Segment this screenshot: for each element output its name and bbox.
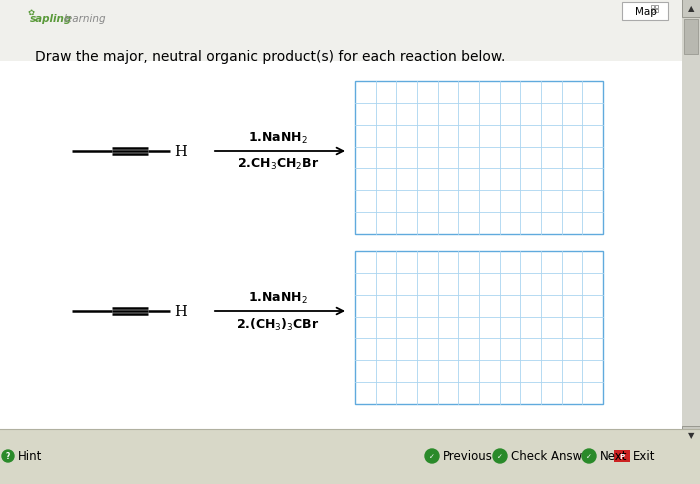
- Bar: [0, 0, 682, 62]
- Text: 2.CH$_3$CH$_2$Br: 2.CH$_3$CH$_2$Br: [237, 157, 319, 172]
- Text: ▼: ▼: [687, 431, 694, 439]
- Text: learning: learning: [64, 14, 106, 24]
- Bar: [0, 429, 700, 484]
- Text: 2.(CH$_3$)$_3$CBr: 2.(CH$_3$)$_3$CBr: [237, 317, 320, 333]
- Text: 1.NaNH$_2$: 1.NaNH$_2$: [248, 131, 308, 146]
- Bar: [622, 3, 668, 21]
- Text: P: P: [620, 453, 624, 459]
- Text: ✓: ✓: [497, 453, 503, 459]
- Bar: [655, 6, 658, 9]
- Bar: [682, 426, 700, 444]
- Text: H: H: [174, 145, 187, 159]
- Circle shape: [493, 449, 507, 463]
- Bar: [355, 252, 603, 404]
- Circle shape: [582, 449, 596, 463]
- Bar: [355, 82, 603, 235]
- Bar: [0, 62, 682, 429]
- Text: Check Answer: Check Answer: [511, 450, 594, 463]
- Text: ✓: ✓: [586, 453, 592, 459]
- Text: ▲: ▲: [687, 4, 694, 14]
- Text: Draw the major, neutral organic product(s) for each reaction below.: Draw the major, neutral organic product(…: [35, 50, 505, 64]
- Text: ✿: ✿: [27, 8, 34, 17]
- Bar: [614, 450, 630, 462]
- Bar: [651, 6, 654, 9]
- Text: Exit: Exit: [633, 450, 655, 463]
- Text: Previous: Previous: [443, 450, 493, 463]
- Text: H: H: [174, 304, 187, 318]
- Text: Hint: Hint: [18, 450, 43, 463]
- Bar: [684, 20, 698, 55]
- Text: 1.NaNH$_2$: 1.NaNH$_2$: [248, 290, 308, 305]
- Text: Next: Next: [600, 450, 627, 463]
- Circle shape: [2, 450, 14, 462]
- Text: ✓: ✓: [429, 453, 435, 459]
- Bar: [651, 10, 654, 13]
- Bar: [682, 0, 700, 18]
- Bar: [682, 0, 700, 444]
- Text: Map: Map: [635, 7, 657, 17]
- Text: ?: ?: [6, 452, 10, 461]
- Bar: [655, 10, 658, 13]
- Circle shape: [425, 449, 439, 463]
- Text: sapling: sapling: [30, 14, 72, 24]
